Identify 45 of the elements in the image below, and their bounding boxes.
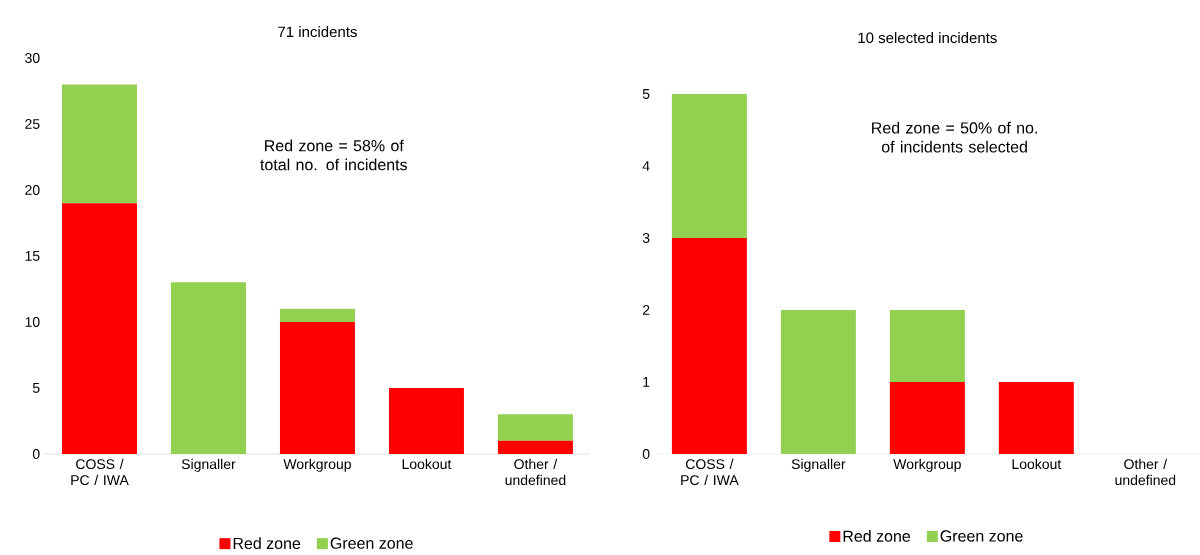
bar [671, 93, 747, 238]
x-tick-label: Lookout [402, 458, 452, 470]
bar [497, 440, 573, 454]
x-tick-label: Lookout [1012, 458, 1062, 470]
y-tick-label: 25 [25, 119, 40, 129]
legend-label: Red zone [233, 537, 301, 550]
y-tick-label: 5 [642, 89, 650, 99]
bar [497, 414, 573, 441]
bar [671, 237, 747, 454]
bar [279, 321, 355, 454]
x-tick-label: Workgroup [893, 458, 961, 472]
y-tick-label: 15 [25, 251, 40, 261]
y-tick-label: 4 [642, 161, 650, 171]
x-tick-label: COSS / PC / IWA [71, 458, 129, 486]
x-tick-label: Other / undefined [505, 458, 566, 486]
annotation: Red zone = 50% of no. of incidents selected [872, 121, 1037, 153]
chart-title: 71 incidents [278, 26, 357, 38]
x-tick-label: Other / undefined [1115, 458, 1176, 486]
bar [62, 84, 137, 204]
x-tick-label: Signaller [181, 458, 236, 472]
chart-title: 10 selected incidents [858, 32, 997, 44]
y-tick-label: 3 [642, 233, 650, 243]
x-tick-label: COSS / PC / IWA [681, 458, 739, 486]
legend-label: Green zone [940, 530, 1023, 542]
y-tick-label: 30 [25, 53, 40, 63]
legend-label: Red zone [843, 530, 911, 542]
y-tick-label: 2 [642, 305, 650, 315]
y-tick-label: 0 [642, 448, 650, 459]
bar [998, 381, 1074, 454]
x-tick-label: Workgroup [283, 458, 351, 472]
bar [780, 309, 856, 454]
annotation: Red zone = 58% of total no. of incidents [260, 139, 407, 171]
y-tick-label: 1 [643, 377, 650, 387]
y-tick-label: 5 [32, 383, 40, 393]
bar [889, 309, 965, 382]
y-tick-label: 10 [25, 316, 40, 327]
y-tick-label: 20 [25, 185, 40, 195]
legend-label: Green zone [330, 537, 413, 549]
bar [62, 203, 137, 454]
bar [889, 381, 965, 454]
bar [170, 282, 246, 454]
bar [388, 387, 464, 454]
y-tick-label: 0 [32, 448, 40, 459]
bar [279, 308, 355, 322]
x-tick-label: Signaller [791, 458, 846, 472]
